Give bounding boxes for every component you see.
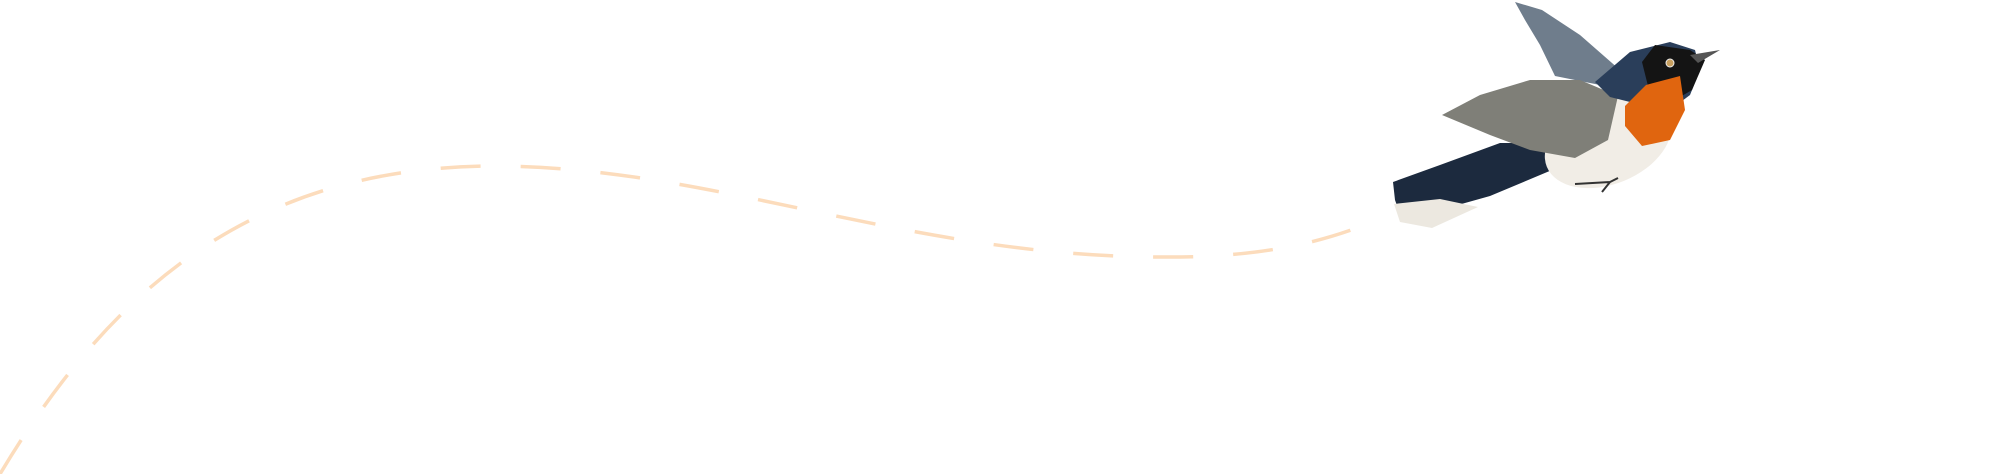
bird-tail <box>1393 143 1552 214</box>
bird-icon <box>1393 2 1720 228</box>
bird-lower-wing <box>1442 80 1618 158</box>
bird-tail-tips <box>1394 199 1478 228</box>
bird-eye <box>1665 58 1675 68</box>
dashed-flight-path <box>0 164 1363 474</box>
bird-legs <box>1574 177 1619 193</box>
bird-beak <box>1690 50 1720 63</box>
bird-upper-wing <box>1515 2 1620 86</box>
bird-throat <box>1625 76 1685 146</box>
